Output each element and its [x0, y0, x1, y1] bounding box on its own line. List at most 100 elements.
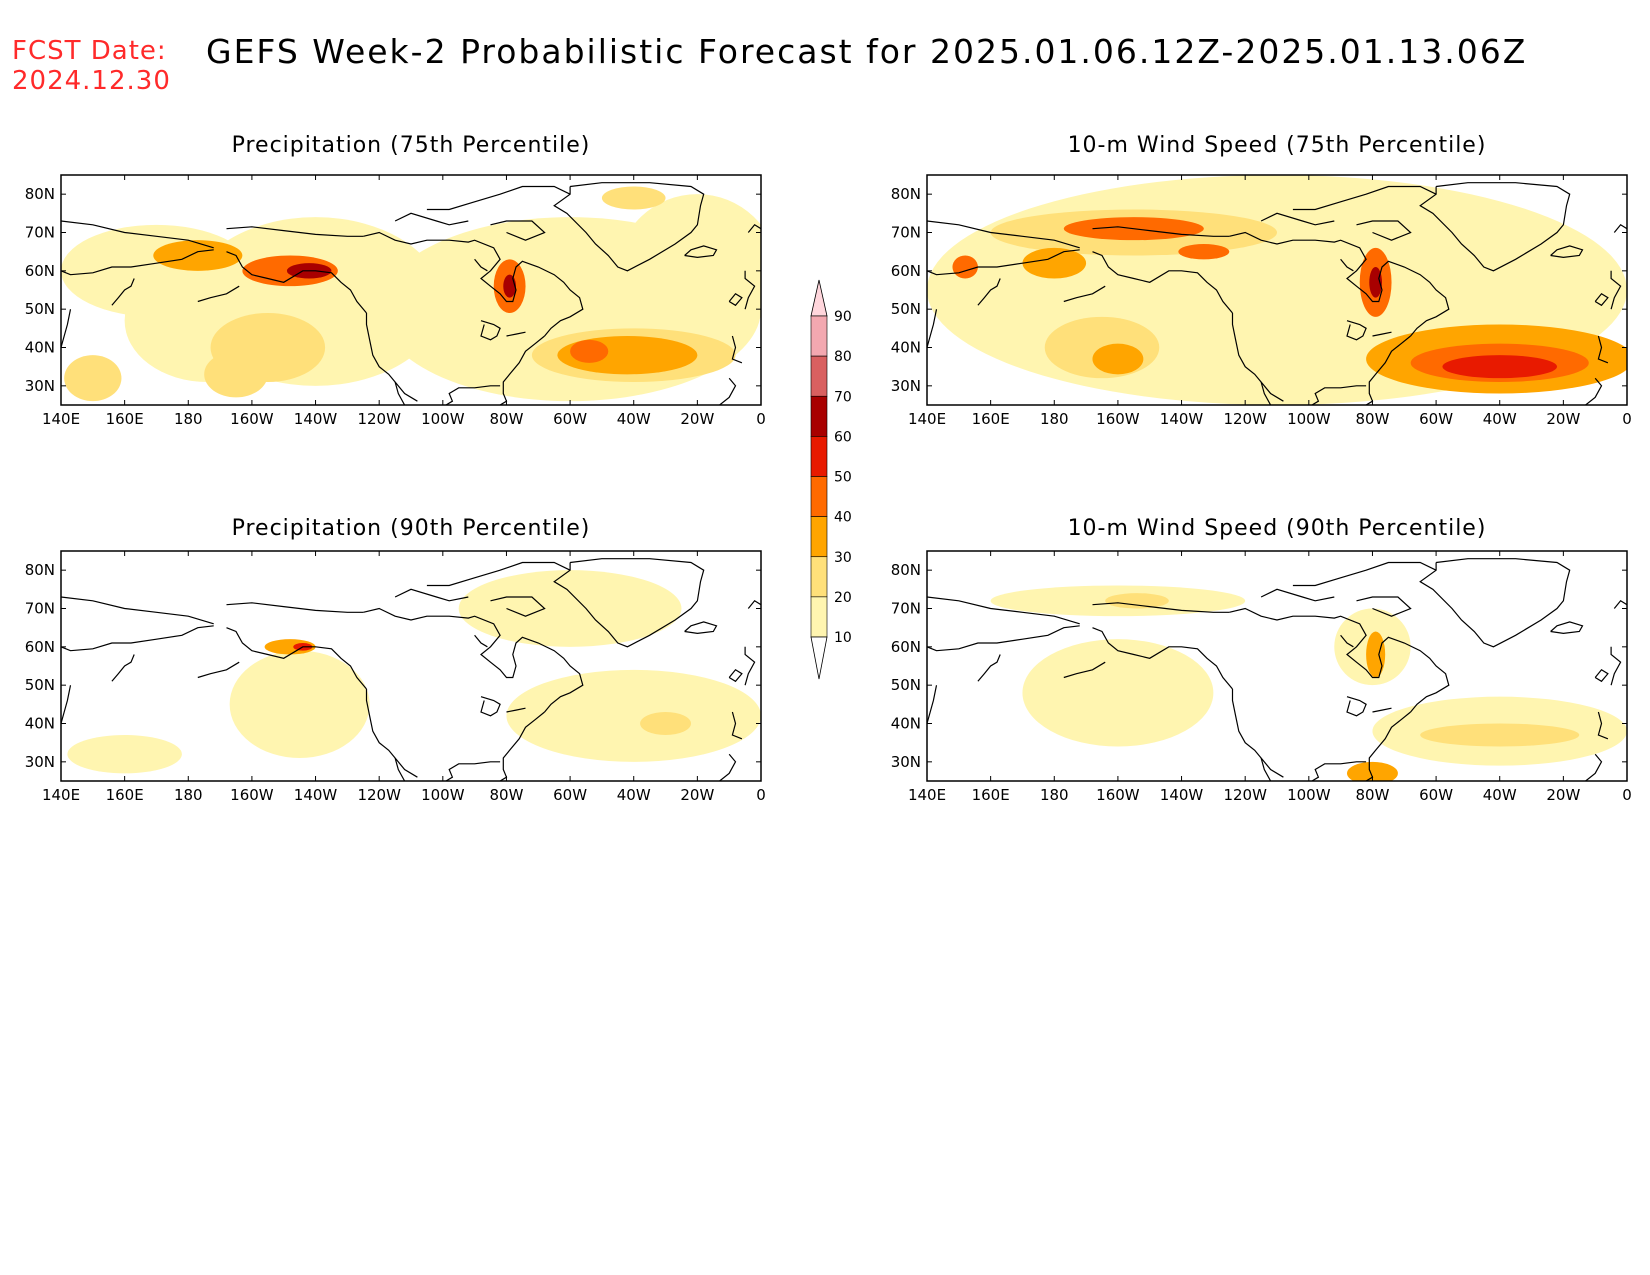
coastline-segment	[747, 224, 761, 233]
lat-tick-label: 70N	[891, 224, 921, 242]
coastline-segment	[1365, 711, 1411, 781]
coastline-segment	[480, 320, 501, 341]
coastline-segment	[499, 335, 545, 405]
coastline-segment	[490, 596, 546, 617]
probability-contour	[1022, 639, 1214, 747]
lon-tick-label: 160E	[972, 786, 1010, 804]
map-panel-2: 10-m Wind Speed (75th Percentile) 140E 160…	[891, 133, 1632, 428]
lon-tick-label: 0	[756, 786, 766, 804]
coastline-segment	[1311, 761, 1367, 781]
lat-tick-label: 70N	[25, 224, 55, 242]
colorbar-label: 30	[834, 550, 852, 566]
coastline-segment	[719, 753, 737, 781]
coastline-segment	[1340, 258, 1354, 272]
coastline-segment	[1231, 689, 1284, 778]
coastline-segment	[1346, 696, 1367, 717]
coastline-segment	[728, 293, 743, 307]
lat-tick-label: 60N	[25, 638, 55, 656]
colorbar-segment	[810, 355, 828, 397]
coastline-segment	[1585, 377, 1603, 405]
coastline-segment	[927, 685, 938, 724]
probability-contour	[61, 224, 252, 317]
lon-tick-label: 140E	[908, 786, 946, 804]
lat-tick-label: 60N	[891, 638, 921, 656]
lat-tick-label: 80N	[25, 185, 55, 203]
coastline-segment	[197, 285, 240, 303]
colorbar-segment	[810, 279, 828, 317]
lat-tick-label: 60N	[891, 262, 921, 280]
lon-tick-label: 40W	[617, 786, 651, 804]
lon-tick-label: 20W	[1546, 786, 1580, 804]
coastline-segment	[1346, 320, 1367, 341]
coastline-segment	[927, 625, 1080, 652]
coastline-segment	[1610, 646, 1622, 686]
probability-contour	[640, 712, 692, 735]
lon-tick-label: 140E	[908, 410, 946, 428]
probability-contour	[1022, 247, 1087, 279]
probability-contour	[1420, 723, 1580, 747]
coastline-segment	[731, 711, 743, 740]
coastline-segment	[1597, 335, 1609, 364]
map-frame	[60, 550, 762, 782]
lon-tick-label: 140W	[1160, 786, 1204, 804]
coastline-segment	[1372, 331, 1392, 337]
lon-tick-label: 140W	[294, 410, 338, 428]
probability-contour	[1347, 761, 1398, 781]
lon-tick-label: 20W	[680, 786, 714, 804]
lon-tick-label: 60W	[553, 786, 587, 804]
lon-tick-label: 160E	[106, 410, 144, 428]
coastline-segment	[1585, 753, 1603, 781]
probability-contour	[229, 650, 370, 758]
colorbar-label: 80	[834, 349, 852, 365]
coastline	[61, 182, 761, 405]
coastline-segment	[394, 757, 406, 781]
lat-tick-label: 60N	[25, 262, 55, 280]
probability-contour	[952, 255, 978, 279]
lon-tick-label: 100W	[421, 786, 465, 804]
coastline-segment	[1229, 607, 1450, 713]
lon-tick-label: 160E	[106, 786, 144, 804]
coastline-segment	[1260, 588, 1335, 602]
coastline-segment	[365, 689, 418, 778]
coastline-segment	[1372, 707, 1392, 713]
colorbar-label: 50	[834, 470, 852, 486]
coastline-segment	[1231, 313, 1284, 402]
probability-field	[990, 585, 1627, 781]
coastline-segment	[744, 270, 756, 310]
coastline	[927, 558, 1627, 781]
lon-tick-label: 0	[1622, 410, 1632, 428]
coastline-segment	[1292, 561, 1437, 587]
lon-tick-label: 100W	[1287, 410, 1331, 428]
coastline-segment	[61, 685, 72, 724]
probability-contour	[1442, 355, 1557, 379]
lon-tick-label: 40W	[617, 410, 651, 428]
coastline-segment	[226, 251, 367, 314]
colorbar-label: 20	[834, 590, 852, 606]
coastline-segment	[719, 377, 737, 405]
colorbar-label: 70	[834, 389, 852, 405]
coastline-segment	[731, 335, 743, 364]
probability-field	[61, 186, 761, 402]
colorbar-segment	[810, 315, 828, 357]
lat-tick-label: 80N	[891, 185, 921, 203]
coastline-segment	[684, 245, 718, 259]
colorbar-label: 10	[834, 630, 852, 646]
coastline-segment	[445, 385, 501, 405]
coastline-segment	[1365, 335, 1411, 405]
lon-tick-label: 120W	[357, 786, 401, 804]
coastline-segment	[394, 588, 469, 602]
coastline-segment	[1340, 634, 1354, 648]
lon-tick-label: 20W	[680, 410, 714, 428]
lon-tick-label: 140W	[1160, 410, 1204, 428]
lon-tick-label: 180	[174, 786, 203, 804]
coastline-segment	[480, 696, 501, 717]
coastline-segment	[1613, 600, 1627, 609]
coastline-segment	[394, 381, 406, 405]
coastline-segment	[1292, 185, 1437, 211]
coastline-segment	[61, 249, 214, 276]
coastline-segment	[927, 309, 938, 348]
lon-tick-label: 140E	[42, 410, 80, 428]
coastline-segment	[111, 654, 135, 682]
lon-tick-label: 80W	[489, 786, 523, 804]
